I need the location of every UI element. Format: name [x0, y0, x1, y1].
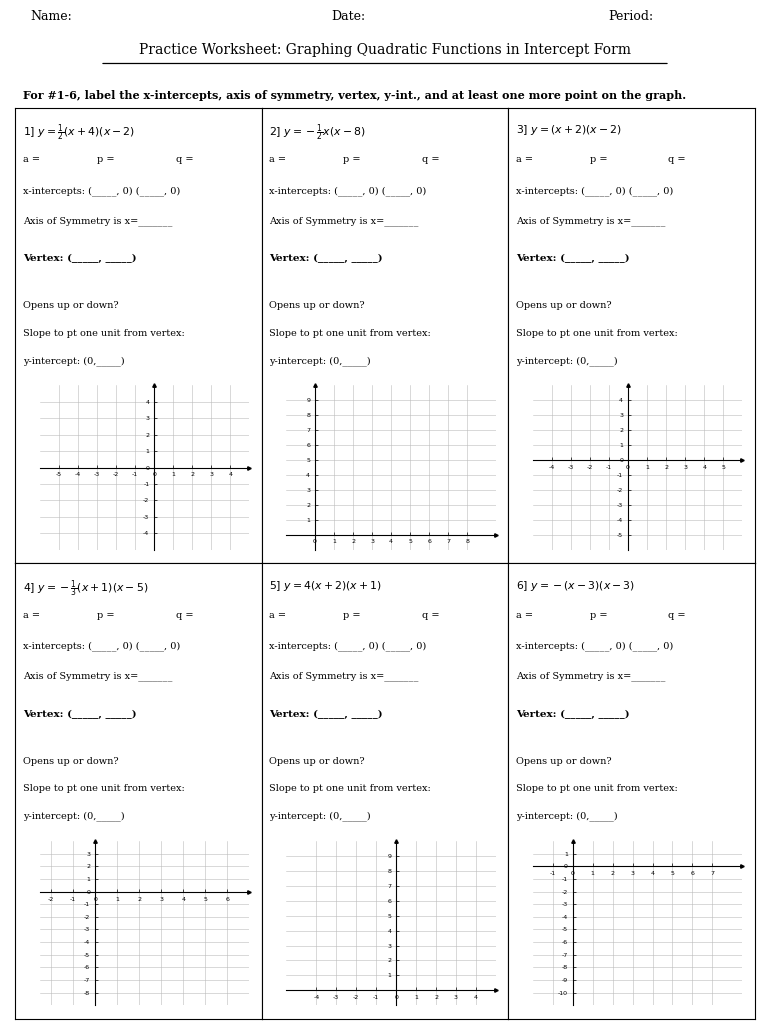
Text: Axis of Symmetry is x=_______: Axis of Symmetry is x=_______: [516, 672, 665, 681]
Text: p =: p =: [343, 611, 360, 621]
Text: Slope to pt one unit from vertex:: Slope to pt one unit from vertex:: [23, 784, 185, 794]
Text: x-intercepts: (_____, 0) (_____, 0): x-intercepts: (_____, 0) (_____, 0): [23, 186, 180, 196]
Text: Slope to pt one unit from vertex:: Slope to pt one unit from vertex:: [516, 784, 678, 794]
Text: For #1-6, label the x-intercepts, axis of symmetry, vertex, y-int., and at least: For #1-6, label the x-intercepts, axis o…: [23, 90, 686, 101]
Text: a =: a =: [270, 156, 286, 165]
Text: Vertex: (_____, _____): Vertex: (_____, _____): [23, 710, 136, 719]
Text: Vertex: (_____, _____): Vertex: (_____, _____): [270, 710, 383, 719]
Text: y-intercept: (0,_____): y-intercept: (0,_____): [270, 356, 371, 366]
Text: q =: q =: [176, 156, 193, 165]
Text: Axis of Symmetry is x=_______: Axis of Symmetry is x=_______: [270, 216, 419, 225]
Text: Opens up or down?: Opens up or down?: [23, 301, 119, 310]
Text: x-intercepts: (_____, 0) (_____, 0): x-intercepts: (_____, 0) (_____, 0): [516, 186, 673, 196]
Text: q =: q =: [422, 156, 440, 165]
Text: 2] $y = -\frac{1}{2}x(x - 8)$: 2] $y = -\frac{1}{2}x(x - 8)$: [270, 123, 366, 144]
Text: y-intercept: (0,_____): y-intercept: (0,_____): [23, 356, 125, 366]
Text: y-intercept: (0,_____): y-intercept: (0,_____): [23, 812, 125, 821]
Text: Axis of Symmetry is x=_______: Axis of Symmetry is x=_______: [23, 216, 172, 225]
Text: a =: a =: [270, 611, 286, 621]
Text: q =: q =: [176, 611, 193, 621]
Text: Vertex: (_____, _____): Vertex: (_____, _____): [516, 254, 629, 263]
Text: Vertex: (_____, _____): Vertex: (_____, _____): [516, 710, 629, 719]
Text: Vertex: (_____, _____): Vertex: (_____, _____): [270, 254, 383, 263]
Text: x-intercepts: (_____, 0) (_____, 0): x-intercepts: (_____, 0) (_____, 0): [270, 642, 427, 651]
Text: 4] $y = -\frac{1}{3}(x + 1)(x - 5)$: 4] $y = -\frac{1}{3}(x + 1)(x - 5)$: [23, 579, 148, 600]
Text: x-intercepts: (_____, 0) (_____, 0): x-intercepts: (_____, 0) (_____, 0): [23, 642, 180, 651]
Text: a =: a =: [23, 156, 40, 165]
Text: Opens up or down?: Opens up or down?: [270, 301, 365, 310]
Text: Slope to pt one unit from vertex:: Slope to pt one unit from vertex:: [23, 329, 185, 338]
Text: Opens up or down?: Opens up or down?: [516, 301, 611, 310]
Text: x-intercepts: (_____, 0) (_____, 0): x-intercepts: (_____, 0) (_____, 0): [270, 186, 427, 196]
Text: Axis of Symmetry is x=_______: Axis of Symmetry is x=_______: [270, 672, 419, 681]
Text: y-intercept: (0,_____): y-intercept: (0,_____): [270, 812, 371, 821]
Text: Practice Worksheet: Graphing Quadratic Functions in Intercept Form: Practice Worksheet: Graphing Quadratic F…: [139, 43, 631, 57]
Text: q =: q =: [668, 156, 686, 165]
Text: Slope to pt one unit from vertex:: Slope to pt one unit from vertex:: [270, 329, 431, 338]
Text: p =: p =: [343, 156, 360, 165]
Text: Period:: Period:: [608, 10, 654, 24]
Text: Vertex: (_____, _____): Vertex: (_____, _____): [23, 254, 136, 263]
Text: Name:: Name:: [31, 10, 72, 24]
Text: Opens up or down?: Opens up or down?: [516, 757, 611, 766]
Text: 6] $y = -(x - 3)(x - 3)$: 6] $y = -(x - 3)(x - 3)$: [516, 579, 634, 593]
Text: Axis of Symmetry is x=_______: Axis of Symmetry is x=_______: [23, 672, 172, 681]
Text: a =: a =: [516, 156, 533, 165]
Text: q =: q =: [668, 611, 686, 621]
Text: 1] $y = \frac{1}{2}(x + 4)(x - 2)$: 1] $y = \frac{1}{2}(x + 4)(x - 2)$: [23, 123, 135, 144]
Text: y-intercept: (0,_____): y-intercept: (0,_____): [516, 356, 618, 366]
Text: a =: a =: [23, 611, 40, 621]
Text: Opens up or down?: Opens up or down?: [270, 757, 365, 766]
Text: q =: q =: [422, 611, 440, 621]
Text: p =: p =: [97, 611, 114, 621]
Text: a =: a =: [516, 611, 533, 621]
Text: Slope to pt one unit from vertex:: Slope to pt one unit from vertex:: [270, 784, 431, 794]
Text: x-intercepts: (_____, 0) (_____, 0): x-intercepts: (_____, 0) (_____, 0): [516, 642, 673, 651]
Text: 3] $y = (x + 2)(x - 2)$: 3] $y = (x + 2)(x - 2)$: [516, 123, 621, 137]
Text: p =: p =: [97, 156, 114, 165]
Text: Slope to pt one unit from vertex:: Slope to pt one unit from vertex:: [516, 329, 678, 338]
Text: Axis of Symmetry is x=_______: Axis of Symmetry is x=_______: [516, 216, 665, 225]
Text: p =: p =: [590, 156, 607, 165]
Text: 5] $y = 4(x + 2)(x + 1)$: 5] $y = 4(x + 2)(x + 1)$: [270, 579, 382, 593]
Text: Date:: Date:: [331, 10, 365, 24]
Text: Opens up or down?: Opens up or down?: [23, 757, 119, 766]
Text: p =: p =: [590, 611, 607, 621]
Text: y-intercept: (0,_____): y-intercept: (0,_____): [516, 812, 618, 821]
